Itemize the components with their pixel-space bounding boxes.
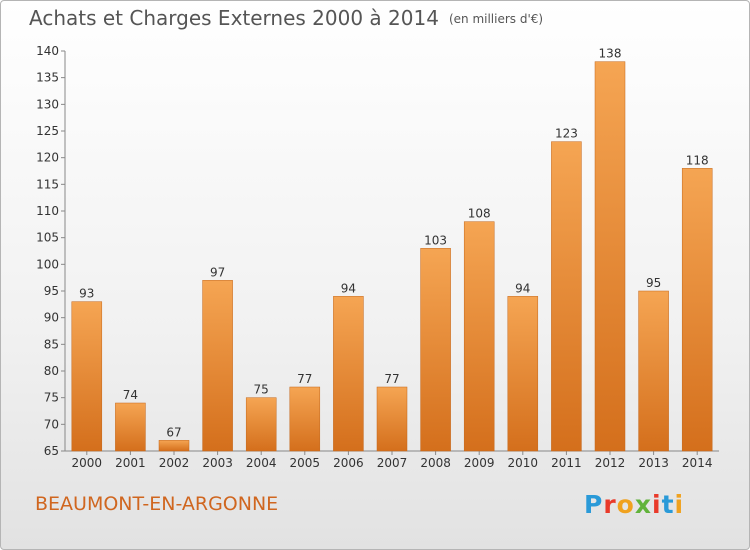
y-tick-label: 125: [36, 124, 59, 138]
city-name: BEAUMONT-EN-ARGONNE: [35, 493, 279, 515]
bar: [463, 221, 495, 452]
bars: [71, 61, 713, 452]
x-tick-label: 2003: [202, 456, 233, 470]
bar: [158, 440, 190, 452]
logo-letter: t: [661, 490, 675, 519]
x-tick-label: 2010: [508, 456, 539, 470]
y-tick-label: 100: [36, 257, 59, 271]
data-label: 108: [468, 207, 491, 221]
data-label: 118: [686, 153, 709, 167]
y-tick-label: 120: [36, 151, 59, 165]
bar: [420, 248, 451, 452]
x-axis: 2000 2001 2002 2003 2004 2005 2006 2007 2008 2009…: [65, 450, 719, 470]
y-axis: 65 70 75 80 85 90 95 100 105 110 115 120 125 130 135 14…: [36, 44, 66, 458]
logo-letter: o: [616, 490, 635, 519]
y-tick-label: 85: [44, 337, 59, 351]
y-tick-label: 80: [44, 364, 59, 378]
logo-letter: i: [674, 490, 685, 519]
logo-letter: P: [584, 490, 604, 519]
x-tick-label: 2005: [290, 456, 321, 470]
data-label: 103: [424, 233, 447, 247]
y-tick-label: 135: [36, 71, 59, 85]
data-label: 138: [599, 47, 622, 61]
x-tick-label: 2001: [115, 456, 146, 470]
x-tick-label: 2004: [246, 456, 277, 470]
x-tick-label: 2013: [638, 456, 669, 470]
data-label: 94: [515, 281, 530, 295]
data-label: 123: [555, 127, 578, 141]
bar: [376, 386, 408, 452]
bar: [681, 168, 713, 452]
data-labels: 93 74 67 97 75 77 94 77 103 108 94 123 138 95 118: [79, 47, 708, 440]
x-tick-label: 2011: [551, 456, 582, 470]
bar: [245, 397, 277, 452]
data-label: 75: [254, 383, 269, 397]
title-text: Achats et Charges Externes 2000 à 2014: [29, 6, 439, 30]
bar: [115, 402, 146, 452]
data-label: 67: [166, 425, 181, 439]
y-tick-label: 140: [36, 44, 59, 58]
unit-text: (en milliers d'€): [448, 12, 544, 26]
y-tick-label: 90: [44, 311, 59, 325]
logo-letter: x: [634, 490, 652, 519]
y-tick-label: 95: [44, 284, 59, 298]
proxiti-logo[interactable]: Proxiti: [584, 490, 684, 519]
data-label: 93: [79, 287, 94, 301]
y-tick-label: 65: [44, 444, 59, 458]
data-label: 95: [646, 276, 661, 290]
data-label: 94: [341, 281, 356, 295]
x-tick-label: 2009: [464, 456, 495, 470]
data-label: 77: [297, 372, 312, 386]
y-tick-label: 75: [44, 391, 59, 405]
chart-title: Achats et Charges Externes 2000 à 2014 (e…: [29, 6, 543, 30]
logo-letter: r: [603, 490, 617, 519]
logo-letter: i: [652, 490, 662, 519]
y-tick-label: 130: [36, 97, 59, 111]
x-tick-label: 2000: [72, 456, 103, 470]
y-tick-label: 115: [36, 177, 59, 191]
x-tick-label: 2002: [159, 456, 190, 470]
bar: [71, 301, 103, 452]
data-label: 97: [210, 265, 225, 279]
x-tick-label: 2006: [333, 456, 364, 470]
bar: [638, 290, 669, 452]
bar: [202, 280, 233, 452]
x-tick-label: 2014: [682, 456, 713, 470]
bar: [507, 296, 539, 452]
x-tick-label: 2012: [595, 456, 626, 470]
y-tick-label: 110: [36, 204, 59, 218]
bar: [594, 61, 626, 452]
y-tick-label: 105: [36, 231, 59, 245]
x-tick-label: 2008: [420, 456, 451, 470]
bar: [551, 141, 582, 452]
data-label: 77: [384, 372, 399, 386]
x-tick-label: 2007: [377, 456, 408, 470]
y-tick-label: 70: [44, 417, 59, 431]
bar: [289, 386, 321, 452]
bar: [333, 296, 364, 452]
data-label: 74: [123, 388, 138, 402]
